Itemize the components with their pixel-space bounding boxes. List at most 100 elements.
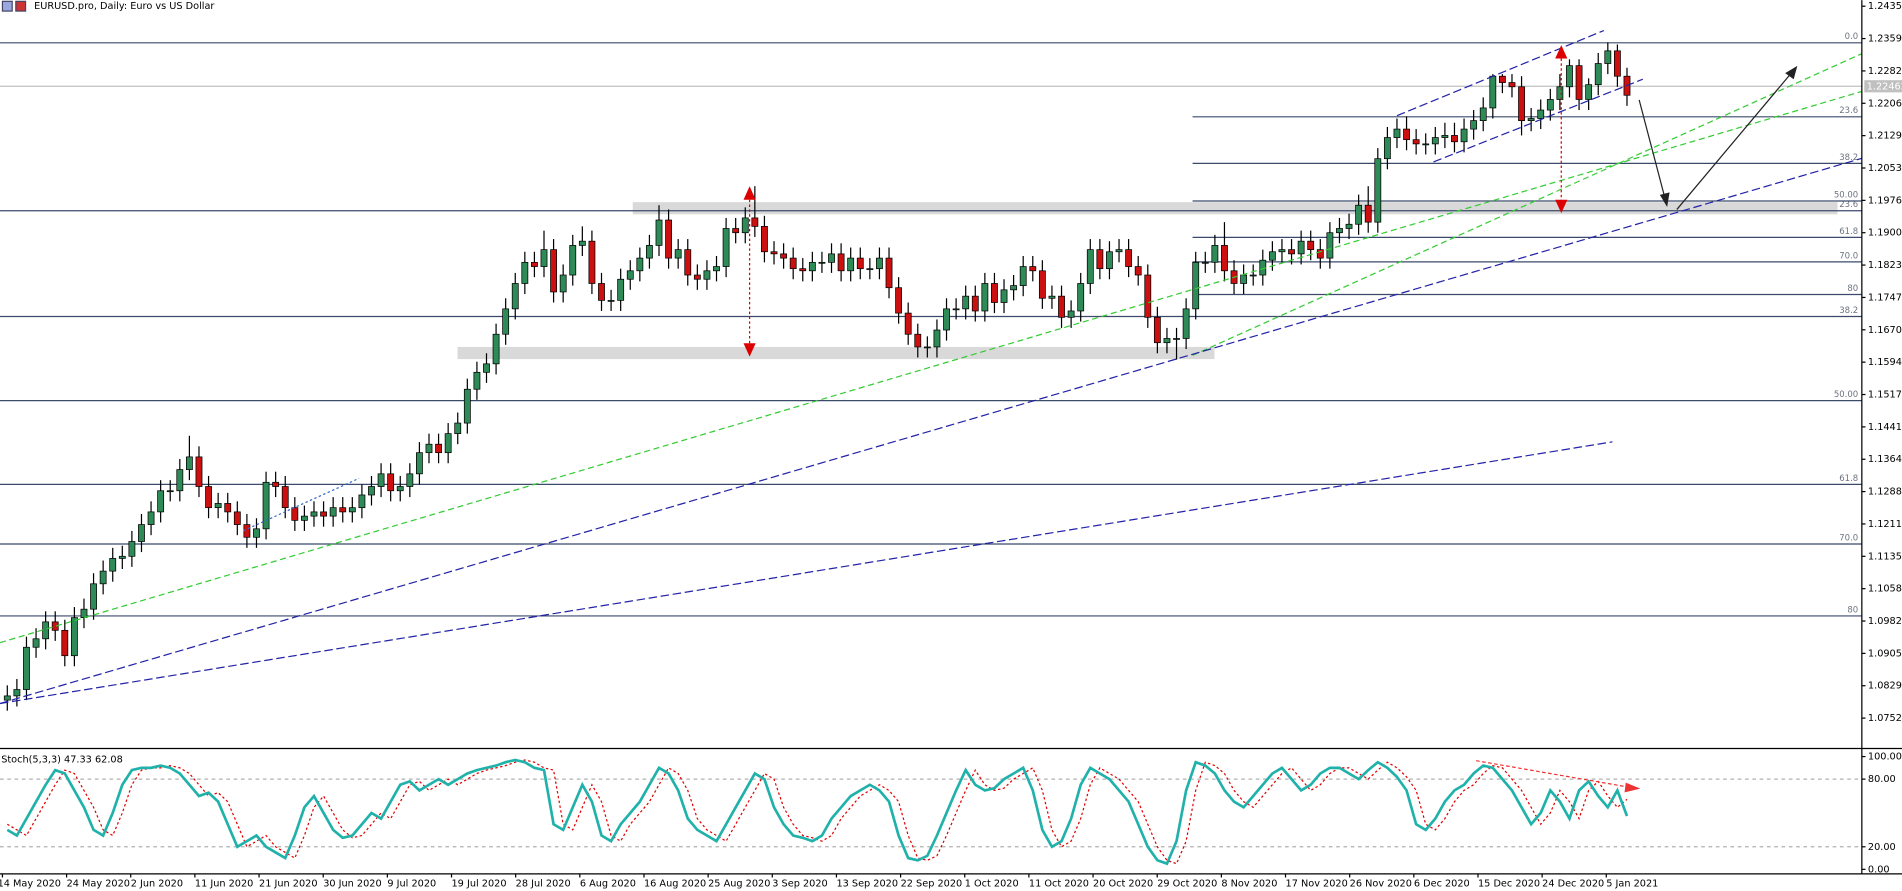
- icon: [1, 0, 27, 12]
- x-tick-label: 30 Jun 2020: [323, 879, 381, 890]
- candle-body: [1316, 249, 1324, 259]
- x-tick-label: 22 Sep 2020: [901, 879, 963, 890]
- fib-label: 0.0: [1845, 32, 1859, 42]
- candle-body: [109, 558, 117, 572]
- trend-line: [0, 90, 1863, 644]
- divergence-arrow: [1475, 760, 1631, 789]
- candle-body: [636, 257, 644, 272]
- x-tick-label: 26 Nov 2020: [1350, 879, 1412, 890]
- candle-body: [837, 253, 845, 272]
- candle-body: [1498, 75, 1506, 83]
- candle-body: [1278, 249, 1286, 253]
- candle-body: [406, 473, 414, 487]
- candle-body: [454, 422, 462, 435]
- x-tick-label: 1 Oct 2020: [965, 879, 1019, 890]
- candle-body: [904, 312, 912, 335]
- candle-body: [1058, 295, 1065, 318]
- candle-body: [1546, 99, 1554, 111]
- candle-body: [818, 261, 826, 264]
- candle-body: [914, 333, 922, 348]
- candle-body: [521, 261, 529, 284]
- candle-body: [118, 555, 126, 559]
- candle-body: [741, 217, 749, 234]
- resistance-zone: [632, 202, 1838, 215]
- candle-body: [262, 481, 270, 530]
- y-tick-label: 1.18235: [1868, 260, 1902, 271]
- candle-body: [684, 249, 692, 276]
- candle-body: [971, 295, 979, 312]
- chart-title: EURUSD.pro, Daily: Euro vs US Dollar: [34, 1, 214, 12]
- current-price-box: [1864, 80, 1902, 93]
- candle-body: [205, 486, 212, 509]
- candle-body: [569, 245, 577, 276]
- candle-body: [550, 249, 557, 293]
- candle-body: [540, 249, 548, 267]
- candle-body: [626, 270, 634, 280]
- y-tick-label: 1.22825: [1868, 66, 1902, 77]
- x-tick-label: 24 Dec 2020: [1542, 879, 1604, 890]
- candle-body: [1556, 86, 1564, 100]
- candle-body: [1451, 135, 1458, 143]
- y-tick-label: 1.12880: [1868, 487, 1902, 498]
- candle-body: [1326, 232, 1334, 259]
- projection-arrow: [1676, 72, 1792, 210]
- channel-line: [1396, 29, 1605, 117]
- x-tick-label: 16 Aug 2020: [644, 879, 706, 890]
- x-tick-label: 9 Jul 2020: [387, 879, 436, 890]
- candle-body: [32, 638, 40, 648]
- y-tick-label: 1.11350: [1868, 551, 1902, 562]
- x-tick-label: 24 May 2020: [67, 879, 130, 890]
- candle-body: [368, 486, 375, 496]
- y-tick-label: 1.07525: [1868, 713, 1902, 724]
- candle-body: [1345, 223, 1353, 229]
- x-tick-label: 8 Nov 2020: [1221, 879, 1277, 890]
- candle-body: [416, 452, 423, 475]
- candle-body: [1249, 274, 1257, 277]
- candle-body: [473, 371, 481, 390]
- candle-body: [1163, 338, 1171, 344]
- candle-body: [1374, 158, 1382, 223]
- candle-body: [665, 219, 672, 259]
- y-tick-label: 1.17470: [1868, 292, 1902, 303]
- fib-label: 38.2: [1839, 306, 1858, 316]
- candle-body: [617, 278, 625, 301]
- candle-body: [23, 646, 30, 690]
- y-tick-label: 1.21295: [1868, 131, 1902, 142]
- candle-body: [1086, 249, 1094, 284]
- candle-body: [559, 274, 567, 293]
- fib-label: 23.6: [1839, 200, 1858, 210]
- candle-body: [1067, 310, 1075, 318]
- candle-body: [387, 473, 395, 492]
- candle-body: [1192, 261, 1200, 310]
- candle-body: [655, 219, 663, 246]
- candle-body: [751, 217, 759, 227]
- candle-body: [1038, 270, 1046, 299]
- candle-body: [1144, 274, 1152, 318]
- candle-body: [808, 261, 816, 272]
- y-tick-label: 1.20530: [1868, 163, 1902, 174]
- candle-body: [1029, 266, 1037, 272]
- projection-arrow: [1638, 99, 1666, 198]
- candle-body: [761, 226, 768, 253]
- candle-body: [310, 511, 318, 517]
- trend-line: [243, 477, 360, 532]
- y-tick-label: 20.00: [1868, 842, 1896, 853]
- candle-body: [646, 245, 653, 259]
- candle-body: [214, 503, 222, 509]
- candle-body: [1173, 338, 1180, 340]
- candle-body: [13, 689, 21, 697]
- y-tick-label: 1.22060: [1868, 98, 1902, 109]
- candle-body: [1201, 261, 1209, 264]
- current-price-label: 1.22462: [1867, 81, 1902, 92]
- candle-body: [674, 249, 682, 259]
- candle-body: [1153, 316, 1161, 344]
- x-tick-label: 28 Jul 2020: [516, 879, 571, 890]
- fib-label: 70.0: [1839, 251, 1858, 261]
- y-tick-label: 1.15175: [1868, 390, 1902, 401]
- candle-body: [1134, 266, 1142, 276]
- candle-body: [1460, 128, 1468, 143]
- candle-body: [1077, 283, 1085, 312]
- candle-body: [1489, 75, 1497, 109]
- candle-body: [425, 443, 433, 454]
